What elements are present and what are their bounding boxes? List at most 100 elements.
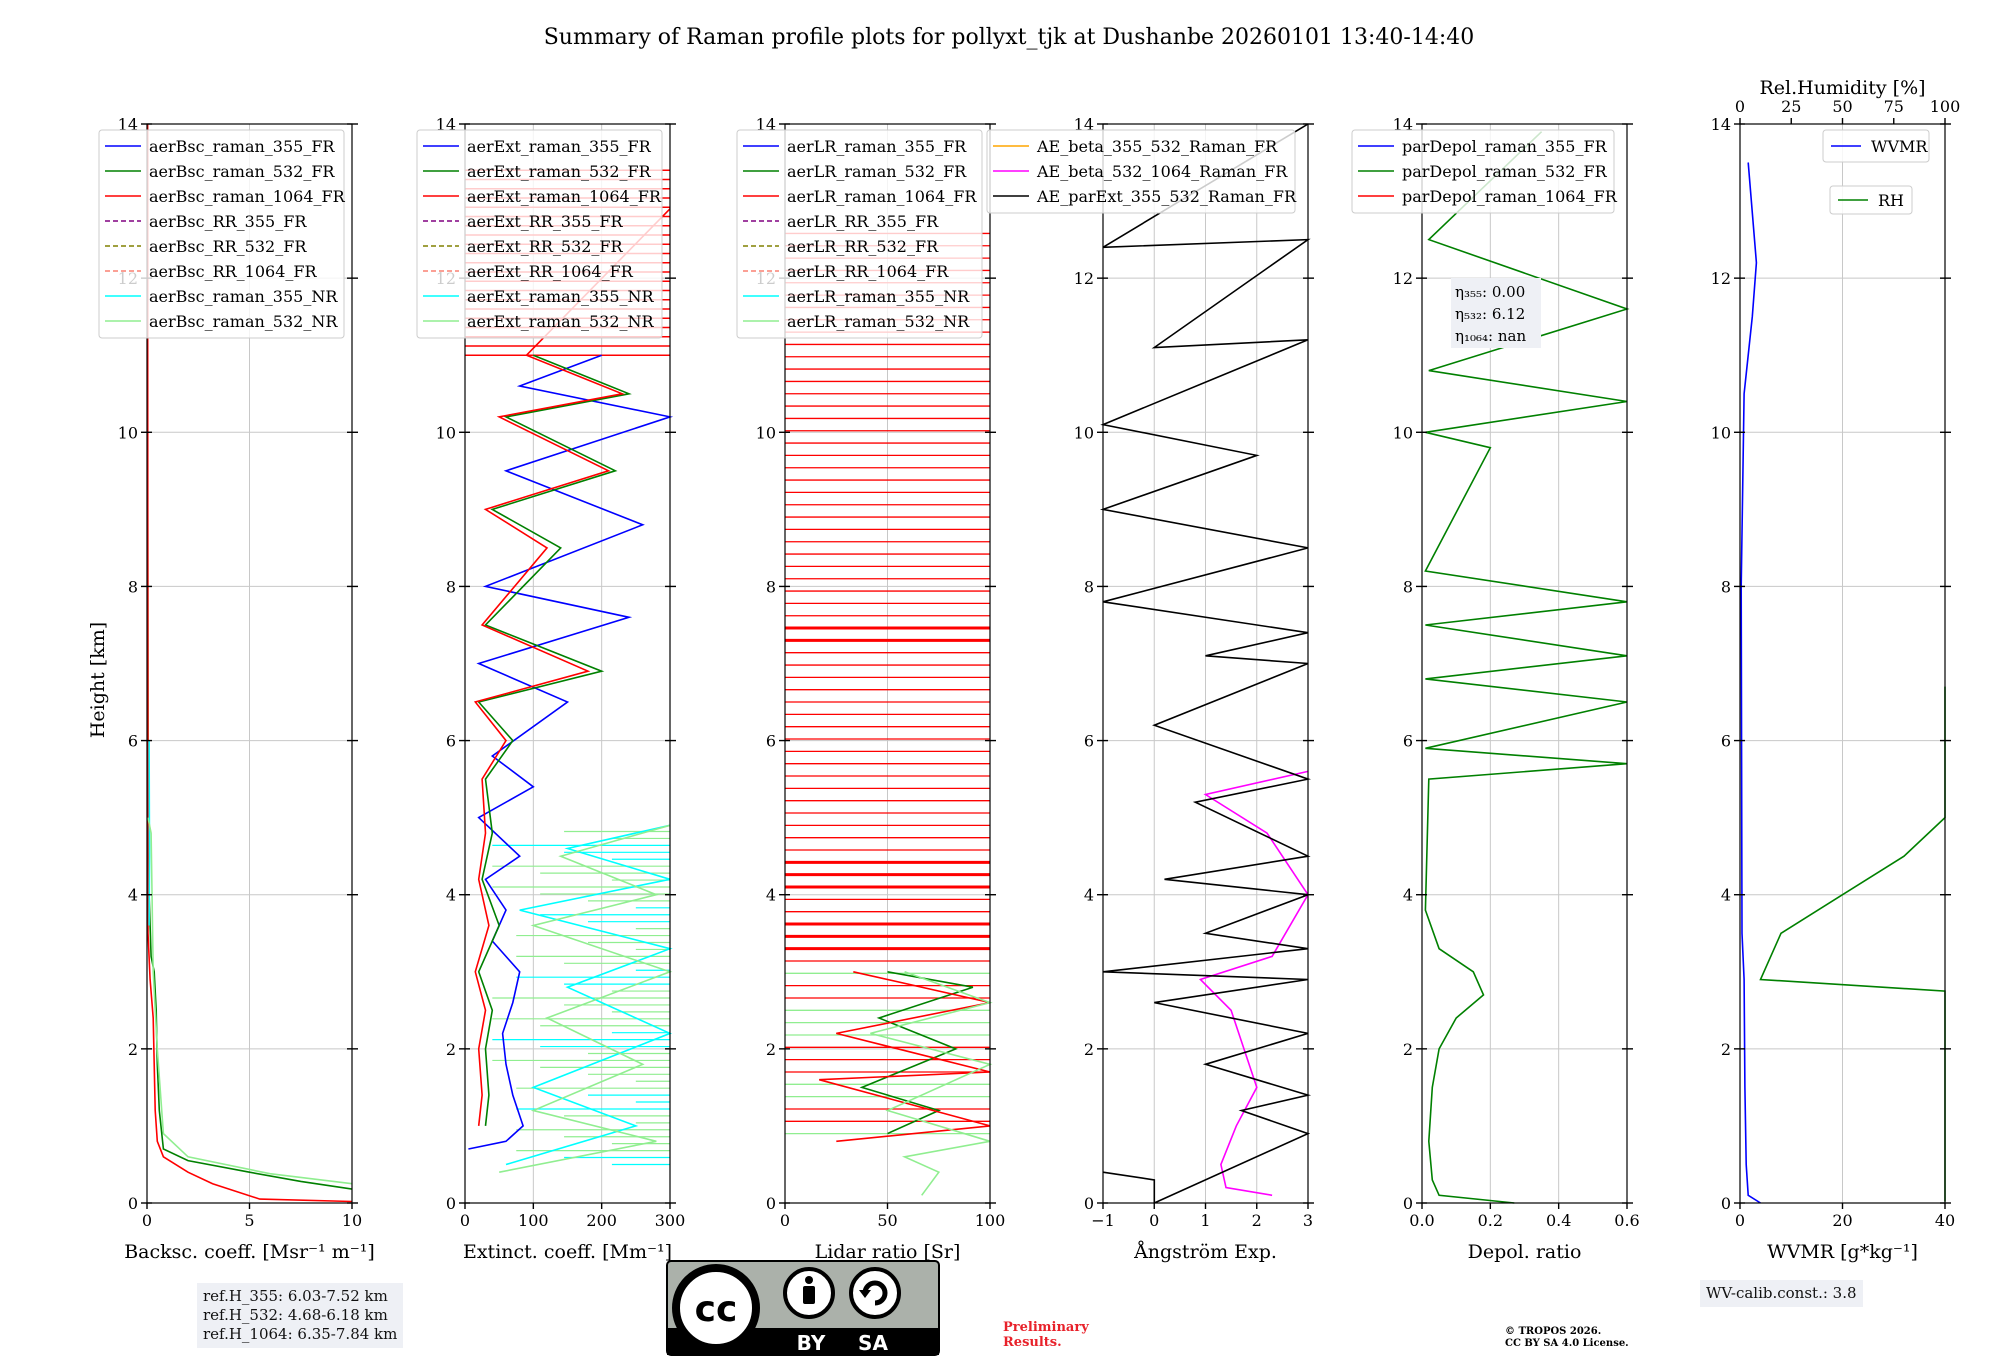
y-tick-label: 4 [1403,886,1413,905]
x-tick-label: 20 [1832,1211,1852,1230]
panel-backscatter: 024681012140510Backsc. coeff. [Msr⁻¹ m⁻¹… [98,115,375,1263]
preliminary-line-1: Preliminary [1003,1320,1089,1335]
series-aerLR_raman_532_FR [859,971,974,1135]
series-parDepol_raman_532_FR [1424,131,1630,1204]
legend-label-aerLR_RR_355_FR: aerLR_RR_355_FR [787,212,939,231]
y-tick-label: 14 [1074,115,1094,134]
legend-label-aerBsc_RR_355_FR: aerBsc_RR_355_FR [149,212,307,231]
y-tick-label: 10 [756,423,776,442]
legend-label-aerLR_raman_532_NR: aerLR_raman_532_NR [787,312,970,331]
x-tick-label: 5 [244,1211,254,1230]
legend-label-aerLR_raman_1064_FR: aerLR_raman_1064_FR [787,187,977,206]
x2-tick-label: 100 [1930,97,1961,116]
y-tick-label: 2 [766,1040,776,1059]
legend-label-aerExt_raman_355_FR: aerExt_raman_355_FR [467,137,652,156]
legend-label-aerLR_raman_532_FR: aerLR_raman_532_FR [787,162,967,181]
series-WVMR [1740,162,1761,1204]
y-tick-label: 2 [1721,1040,1731,1059]
cc-by-sa-logo: cc BY SA [666,1260,940,1356]
y-tick-label: 4 [766,886,776,905]
legend-label-aerExt_raman_532_NR: aerExt_raman_532_NR [467,312,655,331]
legend-label-aerExt_RR_1064_FR: aerExt_RR_1064_FR [467,262,634,281]
y-tick-label: 4 [1084,886,1094,905]
legend-label-parDepol_raman_1064_FR: parDepol_raman_1064_FR [1402,187,1618,206]
x-tick-label: 1 [1200,1211,1210,1230]
y-tick-label: 8 [766,577,776,596]
legend-box-rh [1829,185,1913,215]
copyright-line-2: CC BY SA 4.0 License. [1505,1338,1629,1349]
y-tick-label: 10 [1393,423,1413,442]
y-tick-label: 14 [1393,115,1413,134]
x-tick-label: 0.6 [1614,1211,1639,1230]
y-tick-label: 8 [446,577,456,596]
ref-height-355: ref.H_355: 6.03-7.52 km [203,1287,388,1305]
x2-tick-label: 75 [1884,97,1904,116]
legend-label-aerLR_RR_1064_FR: aerLR_RR_1064_FR [787,262,949,281]
cc-symbol: cc [695,1289,738,1330]
y-axis-label: Height [km] [87,622,109,738]
x-axis-label: Backsc. coeff. [Msr⁻¹ m⁻¹] [124,1241,375,1263]
y-tick-label: 0 [1403,1194,1413,1213]
series-aerExt_raman_1064_FR [473,208,671,1126]
copyright-line-1: © TROPOS 2026. [1505,1326,1602,1337]
y-tick-label: 0 [1084,1194,1094,1213]
series-aerExt_raman_355_NR [505,824,673,1166]
y-tick-label: 8 [128,577,138,596]
x-tick-label: 3 [1303,1211,1313,1230]
preliminary-line-2: Results. [1003,1335,1062,1350]
x-tick-label: 200 [586,1211,617,1230]
legend-label-aerBsc_raman_532_NR: aerBsc_raman_532_NR [149,312,338,331]
legend-label-aerExt_raman_532_FR: aerExt_raman_532_FR [467,162,652,181]
y-tick-label: 14 [436,115,456,134]
legend-label-parDepol_raman_532_FR: parDepol_raman_532_FR [1402,162,1608,181]
y-tick-label: 10 [118,423,138,442]
y-tick-label: 12 [1074,269,1094,288]
panel-depol: 0 2 4 6 8 10 12 14 0.0 0.2 0.4 0.6 Depol. ratio parDe… [1351,115,1640,1263]
preliminary-note: Preliminary Results. [1003,1320,1089,1350]
x-axis-label: Ångström Exp. [1133,1241,1277,1263]
x-tick-label: 50 [877,1211,897,1230]
x-tick-label: 0 [1149,1211,1159,1230]
y-tick-label: 2 [128,1040,138,1059]
series-AE_parExt_355_532_Raman_FR [1099,123,1312,1205]
x-tick-label: 0 [460,1211,470,1230]
x-tick-label: 100 [975,1211,1006,1230]
legend-label-WVMR: WVMR [1871,137,1928,156]
eta-label: η₅₃₂: 6.12 [1455,305,1525,323]
legend-label-aerBsc_RR_1064_FR: aerBsc_RR_1064_FR [149,262,318,281]
legend-label-parDepol_raman_355_FR: parDepol_raman_355_FR [1402,137,1608,156]
y-tick-label: 2 [446,1040,456,1059]
legend-label-aerBsc_raman_355_FR: aerBsc_raman_355_FR [149,137,335,156]
y-tick-label: 10 [436,423,456,442]
x2-tick-label: 0 [1735,97,1745,116]
wv-calibration-box: WV-calib.const.: 3.8 [1700,1280,1863,1307]
x-tick-label: −1 [1091,1211,1115,1230]
y-tick-label: 4 [128,886,138,905]
legend-label-aerExt_raman_355_NR: aerExt_raman_355_NR [467,287,655,306]
eta-label: η₁₀₆₄: nan [1455,327,1526,345]
y-tick-label: 10 [1711,423,1731,442]
y-tick-label: 12 [1393,269,1413,288]
x-tick-label: 2 [1252,1211,1262,1230]
y-tick-label: 8 [1403,577,1413,596]
y-tick-label: 12 [1711,269,1731,288]
series-AE_beta_532_1064_Raman_FR [1198,770,1309,1197]
copyright-note: © TROPOS 2026. CC BY SA 4.0 License. [1505,1326,1629,1350]
x-tick-label: 0 [780,1211,790,1230]
y-tick-label: 6 [1403,732,1413,751]
legend-box [98,129,345,339]
x-axis-label: Lidar ratio [Sr] [815,1241,961,1263]
legend-box [416,129,663,339]
y-tick-label: 6 [128,732,138,751]
y-tick-label: 0 [1721,1194,1731,1213]
x-tick-label: 100 [518,1211,549,1230]
by-label: BY [797,1331,826,1355]
ref-height-1064: ref.H_1064: 6.35-7.84 km [203,1325,398,1343]
panel-extinction: 024681012140100200300Extinct. coeff. [Mm… [416,115,685,1263]
legend-box [1351,129,1615,214]
series-aerBsc_raman_1064_FR [146,123,353,1203]
legend-box [1822,129,1930,163]
